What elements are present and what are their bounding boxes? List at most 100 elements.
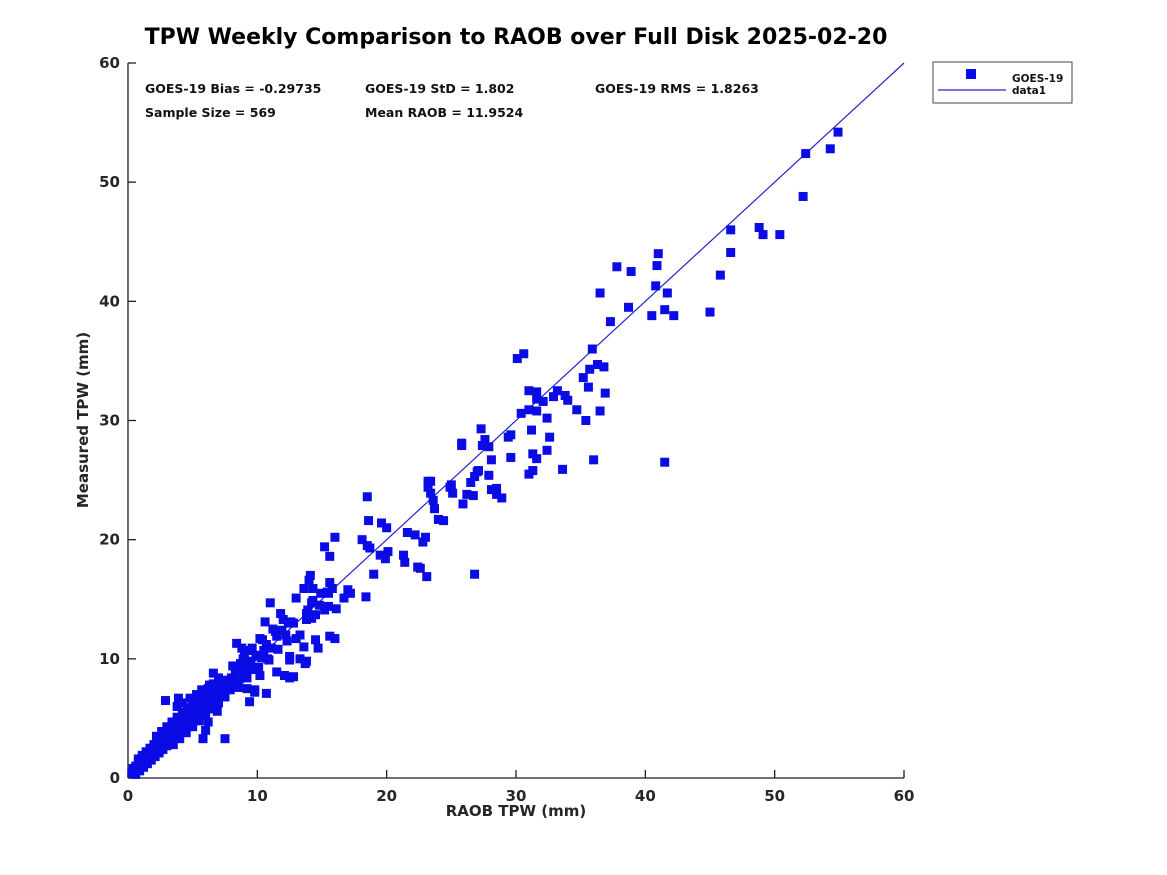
data-point bbox=[589, 455, 599, 465]
data-point bbox=[538, 396, 548, 406]
data-point bbox=[527, 425, 537, 435]
data-point bbox=[492, 483, 502, 493]
data-point bbox=[715, 270, 725, 280]
data-point bbox=[532, 454, 542, 464]
data-point bbox=[268, 624, 278, 634]
data-point bbox=[558, 464, 568, 474]
data-point bbox=[232, 638, 242, 648]
data-point bbox=[157, 727, 167, 737]
data-point bbox=[191, 708, 201, 718]
data-point bbox=[726, 225, 736, 235]
data-point bbox=[798, 191, 808, 201]
data-point bbox=[775, 230, 785, 240]
x-tick-label: 40 bbox=[635, 787, 656, 805]
data-point bbox=[172, 712, 182, 722]
data-point bbox=[476, 424, 486, 434]
y-tick-label: 20 bbox=[99, 531, 120, 549]
x-axis-label: RAOB TPW (mm) bbox=[446, 802, 587, 820]
data-point bbox=[228, 661, 238, 671]
data-point bbox=[295, 654, 305, 664]
data-point bbox=[279, 671, 289, 681]
data-point bbox=[286, 617, 296, 627]
data-point bbox=[325, 631, 335, 641]
data-point bbox=[382, 523, 392, 533]
data-point bbox=[519, 349, 529, 359]
data-point bbox=[236, 659, 246, 669]
data-point bbox=[563, 395, 573, 405]
x-tick-label: 10 bbox=[247, 787, 268, 805]
x-tick-label: 0 bbox=[123, 787, 133, 805]
data-point bbox=[542, 413, 552, 423]
data-point bbox=[466, 477, 476, 487]
data-point bbox=[233, 682, 243, 692]
data-point bbox=[181, 728, 191, 738]
data-point bbox=[433, 514, 443, 524]
data-point bbox=[220, 734, 230, 744]
data-point bbox=[250, 687, 260, 697]
data-point bbox=[402, 528, 412, 538]
data-point bbox=[260, 617, 270, 627]
data-point bbox=[428, 495, 438, 505]
x-tick-label: 60 bbox=[894, 787, 915, 805]
data-point bbox=[595, 406, 605, 416]
data-point bbox=[206, 697, 216, 707]
data-point bbox=[129, 765, 139, 775]
data-point bbox=[256, 653, 266, 663]
data-point bbox=[251, 650, 261, 660]
data-point bbox=[255, 671, 265, 681]
data-point bbox=[222, 679, 232, 689]
data-point bbox=[172, 702, 182, 711]
data-point bbox=[320, 542, 330, 552]
data-point bbox=[375, 550, 385, 560]
data-point bbox=[208, 679, 218, 689]
data-point bbox=[281, 630, 291, 640]
data-point bbox=[265, 598, 275, 608]
data-point bbox=[652, 261, 662, 271]
data-point bbox=[259, 645, 269, 655]
data-point bbox=[369, 569, 379, 579]
data-point bbox=[653, 249, 663, 259]
data-point bbox=[458, 499, 468, 509]
data-point bbox=[549, 392, 559, 402]
data-point bbox=[203, 717, 213, 727]
stat-bias: GOES-19 Bias = -0.29735 bbox=[145, 81, 321, 96]
data-point bbox=[201, 710, 211, 720]
data-point bbox=[583, 382, 593, 392]
stat-sample-size: Sample Size = 569 bbox=[145, 105, 276, 120]
data-point bbox=[186, 716, 196, 726]
data-point bbox=[212, 706, 222, 716]
data-point bbox=[470, 472, 480, 482]
data-point bbox=[364, 516, 374, 526]
data-point bbox=[400, 557, 410, 567]
data-point bbox=[229, 678, 239, 688]
data-point bbox=[313, 643, 323, 653]
data-point bbox=[214, 698, 224, 708]
data-point bbox=[198, 734, 208, 744]
data-point bbox=[160, 737, 170, 747]
data-point bbox=[833, 127, 843, 137]
data-point bbox=[600, 388, 610, 398]
data-point bbox=[362, 492, 372, 502]
data-point bbox=[314, 600, 324, 610]
data-point bbox=[410, 530, 420, 540]
data-point bbox=[512, 354, 522, 364]
data-point bbox=[201, 699, 211, 709]
data-point bbox=[423, 482, 433, 492]
data-point bbox=[626, 267, 636, 277]
data-point bbox=[238, 654, 248, 664]
data-point bbox=[430, 504, 440, 514]
y-tick-label: 40 bbox=[99, 292, 120, 310]
data-point bbox=[484, 442, 494, 452]
data-point bbox=[825, 144, 835, 154]
data-point bbox=[380, 554, 390, 564]
data-point bbox=[242, 684, 252, 694]
data-point bbox=[170, 727, 180, 737]
data-point bbox=[247, 643, 257, 653]
data-point bbox=[480, 435, 490, 445]
data-point bbox=[188, 698, 198, 708]
data-point bbox=[398, 550, 408, 560]
data-point bbox=[532, 406, 542, 416]
data-point bbox=[243, 662, 253, 672]
data-point bbox=[660, 305, 670, 315]
data-point bbox=[304, 575, 314, 585]
